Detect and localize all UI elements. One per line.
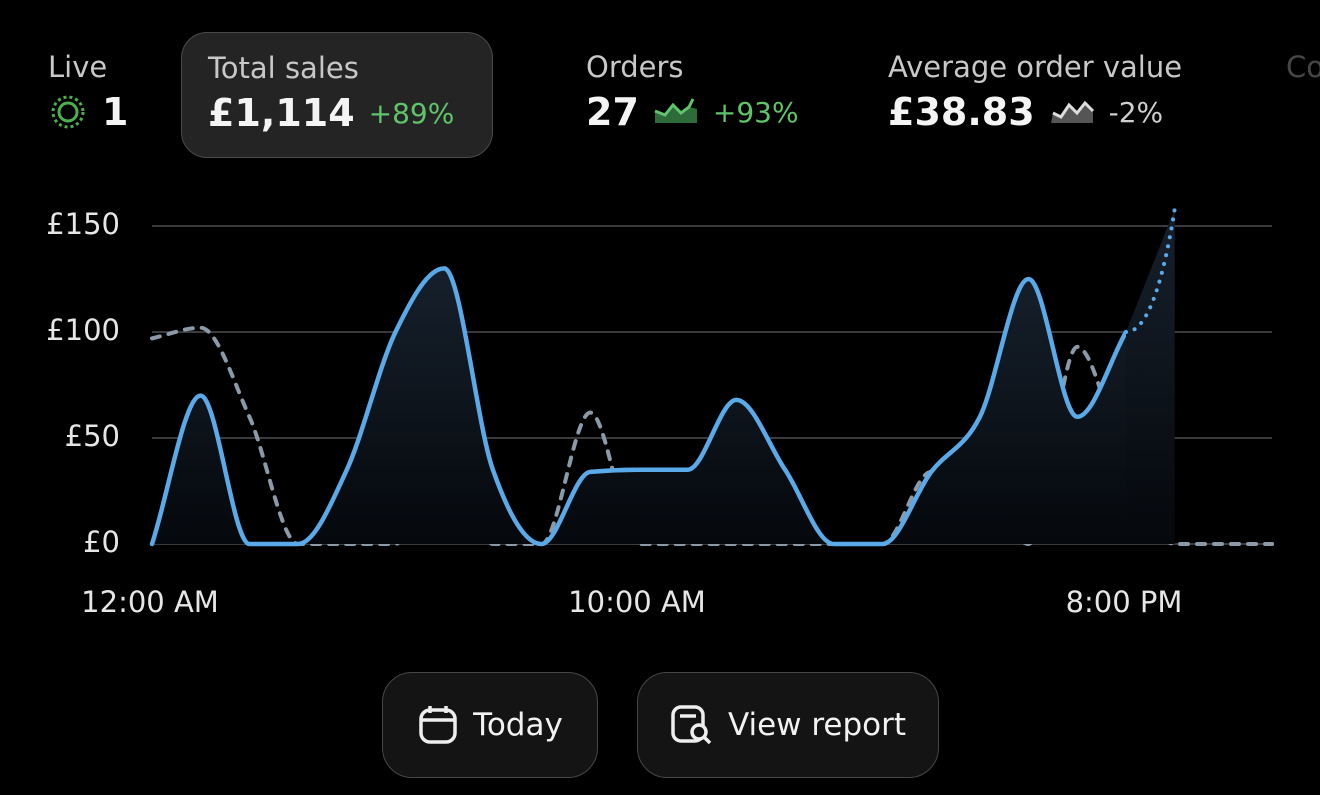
metric-change: +89% — [368, 96, 455, 130]
button-label: View report — [727, 707, 907, 743]
metric-change: +93% — [712, 95, 799, 129]
calendar-icon — [419, 706, 457, 744]
metric-value: £38.83 — [888, 90, 1035, 134]
button-label: Today — [473, 707, 563, 743]
metric-value: 1 — [102, 90, 129, 134]
live-icon — [51, 95, 85, 129]
area-fill — [1126, 209, 1175, 544]
metric-change: -2% — [1108, 95, 1164, 129]
sparkline-icon — [654, 98, 697, 123]
metric-row: 1 — [48, 90, 128, 134]
chart: £0 £50 £100 £150 12:00 AM 10:00 AM 8:00 PM — [46, 207, 1275, 619]
x-tick-label: 10:00 AM — [568, 585, 706, 619]
live-metric: Live 1 — [22, 32, 154, 158]
metric-card[interactable]: Orders 27 +93% — [560, 32, 825, 158]
metric-label: Orders — [586, 50, 684, 84]
metric-row: £38.83 -2% — [888, 90, 1182, 134]
x-tick-label: 8:00 PM — [1066, 585, 1183, 619]
metric-value: 27 — [586, 90, 639, 134]
metric-label: Co — [1286, 50, 1320, 84]
metric-card[interactable]: Co — [1260, 32, 1320, 158]
metric-row: £1,114 +89% — [208, 91, 466, 135]
metric-row: 27 +93% — [586, 90, 799, 134]
y-tick-label: £0 — [83, 525, 120, 559]
metric-label: Live — [48, 50, 108, 84]
area-fill — [152, 268, 1126, 544]
today-button[interactable]: Today — [382, 672, 598, 778]
sparkline-icon — [1050, 100, 1094, 123]
x-tick-label: 12:00 AM — [81, 585, 219, 619]
y-tick-label: £150 — [46, 207, 120, 241]
metric-value: £1,114 — [208, 91, 355, 135]
metric-card[interactable]: Average order value £38.83 -2% — [862, 32, 1208, 158]
view-report-button[interactable]: View report — [637, 672, 939, 778]
metric-label: Average order value — [888, 50, 1183, 84]
report-icon — [671, 705, 712, 745]
sales-line — [149, 266, 1129, 547]
y-tick-label: £50 — [65, 419, 120, 453]
projected-line — [1124, 207, 1177, 334]
y-tick-label: £100 — [46, 313, 120, 347]
metric-label: Total sales — [208, 51, 359, 85]
metric-card[interactable]: Total sales £1,114 +89% — [181, 32, 493, 158]
